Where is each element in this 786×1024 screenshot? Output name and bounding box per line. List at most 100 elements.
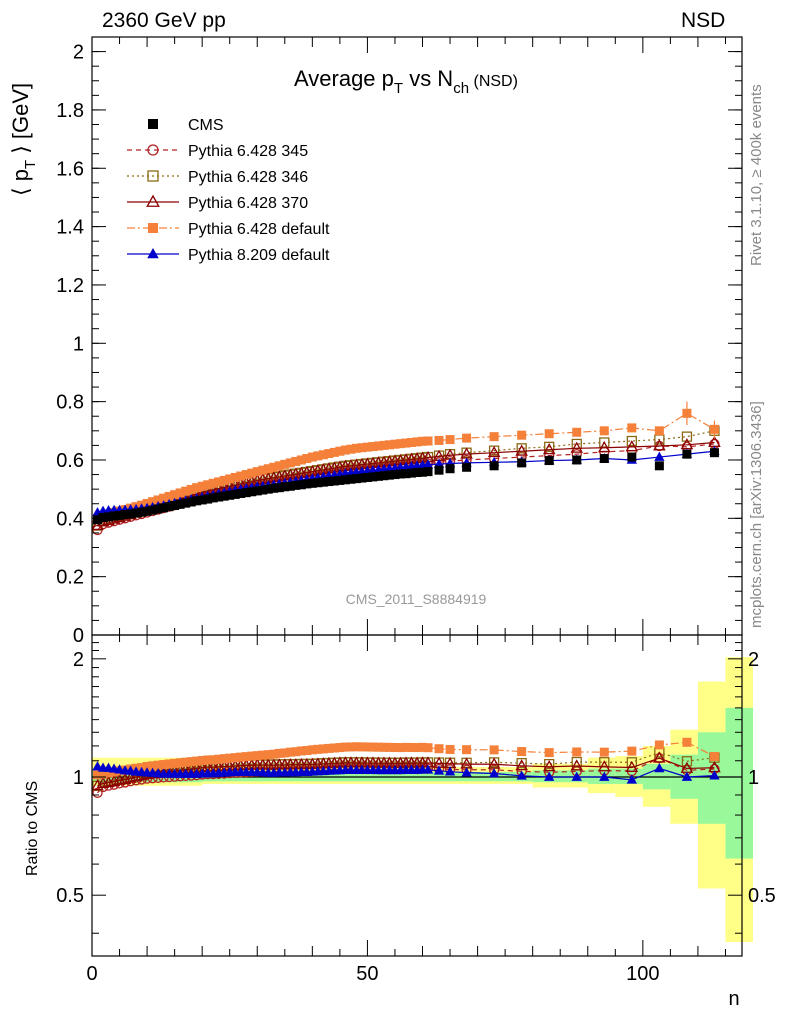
ratio-point	[351, 742, 361, 752]
data-point	[274, 461, 284, 471]
ratio-point	[181, 757, 191, 767]
ratio-point	[247, 751, 257, 761]
y-tick-label: 0.8	[56, 392, 84, 414]
data-point	[517, 430, 527, 440]
data-point	[395, 469, 405, 479]
ratio-point	[214, 754, 224, 764]
chart-text-layer: Average pT vs Nch (NSD) ⟨ pT ⟩ [GeV] Rat…	[8, 66, 740, 1010]
ratio-point	[159, 760, 169, 770]
ratio-band-inner	[725, 707, 754, 859]
ratio-point	[93, 770, 103, 780]
data-point	[164, 502, 174, 512]
legend-entry-cms: CMS	[148, 117, 224, 134]
ratio-point	[709, 770, 720, 780]
ratio-point	[197, 756, 207, 766]
series-pythia-6-428-346	[92, 425, 720, 792]
data-point	[680, 438, 694, 450]
data-point	[368, 442, 378, 452]
data-point	[214, 492, 224, 502]
ratio-plot-frame	[91, 634, 743, 957]
data-point	[654, 426, 664, 436]
ratio-point	[346, 742, 356, 752]
y-tick-label: 1.8	[56, 100, 84, 122]
data-point	[422, 459, 434, 469]
y-tick-label: 0.6	[56, 450, 84, 472]
data-point	[351, 474, 361, 484]
data-point	[313, 478, 323, 488]
data-point	[252, 486, 262, 496]
data-point	[269, 462, 279, 472]
ratio-point	[542, 760, 556, 772]
data-point	[91, 518, 104, 531]
y-tick-label: 0.4	[56, 508, 84, 530]
ratio-tick-label-right: 0.5	[748, 885, 776, 907]
ratio-point	[164, 759, 174, 769]
ratio-point	[625, 760, 639, 772]
ratio-point	[318, 744, 328, 754]
ratio-point	[384, 742, 394, 752]
data-point	[340, 445, 350, 455]
ratio-tick-label-right: 1	[748, 767, 759, 789]
data-point	[247, 468, 257, 478]
data-point	[214, 477, 224, 487]
data-point	[462, 462, 472, 472]
data-point	[544, 429, 554, 439]
chart-title-tail: (NSD)	[469, 73, 518, 90]
data-point	[515, 444, 528, 456]
ratio-point	[517, 747, 527, 757]
legend-entry-pythia-6-428-345: Pythia 6.428 345	[127, 143, 308, 160]
data-point	[433, 458, 445, 468]
ratio-point	[390, 742, 400, 752]
ratio-point	[572, 747, 582, 757]
data-point	[489, 461, 499, 471]
data-point	[115, 510, 125, 520]
ratio-point	[515, 759, 528, 771]
data-point	[340, 475, 350, 485]
data-point	[252, 467, 262, 477]
legend-label: Pythia 6.428 346	[188, 169, 308, 186]
ratio-band-inner	[532, 770, 588, 783]
data-point	[236, 471, 246, 481]
data-point	[269, 483, 279, 493]
data-point	[263, 464, 273, 474]
data-point	[285, 458, 295, 468]
legend-label: Pythia 6.428 default	[188, 221, 330, 238]
data-point	[627, 423, 637, 433]
y-axis-label-tail: ⟩ [GeV]	[8, 83, 33, 160]
data-point	[572, 427, 582, 437]
data-point	[544, 441, 555, 452]
legend: CMS Pythia 6.428 345 Pythia 6.428 346 Pythi…	[127, 117, 330, 264]
data-point	[544, 456, 554, 466]
data-point	[142, 506, 152, 516]
data-point	[357, 443, 367, 453]
chart-title-sub1: T	[394, 80, 403, 97]
x-tick-label: 50	[356, 963, 378, 985]
ratio-point	[274, 748, 284, 758]
legend-entry-pythia-6-428-370: Pythia 6.428 370	[127, 194, 308, 212]
data-point	[682, 449, 692, 459]
legend-entry-pythia-6-428-346: Pythia 6.428 346	[127, 169, 308, 186]
data-point	[434, 435, 444, 445]
ratio-point	[412, 743, 422, 753]
data-point	[625, 440, 639, 452]
data-point	[291, 480, 301, 490]
data-point	[351, 443, 361, 453]
ratio-point	[489, 745, 499, 755]
data-point	[181, 486, 191, 496]
data-point	[263, 484, 273, 494]
data-point	[219, 475, 229, 485]
data-point	[627, 452, 637, 462]
ratio-bands	[92, 657, 754, 942]
y-axis-label-sub: T	[22, 160, 39, 169]
ratio-point	[406, 742, 416, 752]
ratio-point	[230, 753, 240, 763]
y-tick-label: 0	[73, 625, 84, 647]
data-point	[654, 461, 664, 471]
data-point	[324, 449, 334, 459]
data-point	[329, 447, 339, 457]
data-point	[302, 454, 312, 464]
tick-layer: 00.20.40.60.811.21.41.61.820.5 0.51 12 20 50…	[56, 37, 776, 985]
data-point	[302, 479, 312, 489]
data-point	[225, 490, 235, 500]
ratio-point	[313, 744, 323, 754]
